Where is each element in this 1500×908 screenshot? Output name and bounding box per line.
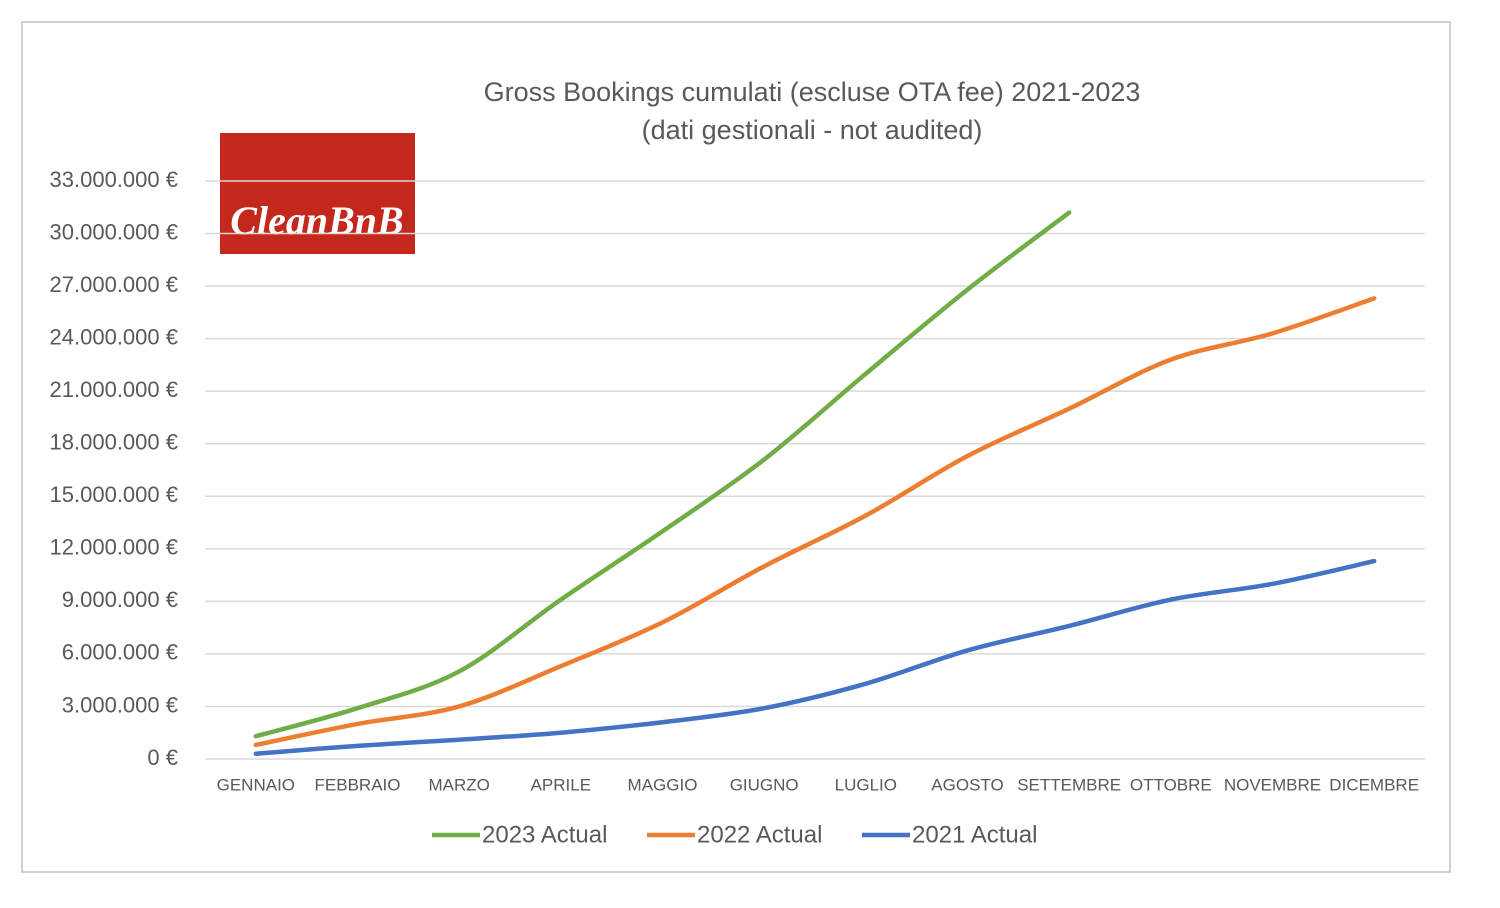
y-tick-label: 6.000.000 € xyxy=(62,640,178,665)
x-tick-label: GIUGNO xyxy=(730,775,799,794)
x-tick-label: NOVEMBRE xyxy=(1224,775,1321,794)
chart-subtitle: (dati gestionali - not audited) xyxy=(642,115,983,145)
x-tick-label: APRILE xyxy=(531,775,591,794)
legend-label: 2022 Actual xyxy=(697,821,822,848)
y-tick-label: 24.000.000 € xyxy=(50,324,178,349)
x-tick-label: OTTOBRE xyxy=(1130,775,1212,794)
x-tick-label: GENNAIO xyxy=(217,775,295,794)
series-line xyxy=(253,296,1377,748)
y-tick-label: 3.000.000 € xyxy=(62,692,178,717)
x-tick-label: LUGLIO xyxy=(835,775,897,794)
legend-label: 2023 Actual xyxy=(482,821,607,848)
series-line xyxy=(253,558,1377,756)
y-tick-label: 0 € xyxy=(147,745,178,770)
y-tick-label: 15.000.000 € xyxy=(50,482,178,507)
series-line xyxy=(253,210,1072,739)
y-tick-label: 18.000.000 € xyxy=(50,430,178,455)
y-tick-label: 33.000.000 € xyxy=(50,167,178,192)
x-tick-label: FEBBRAIO xyxy=(315,775,401,794)
y-tick-label: 9.000.000 € xyxy=(62,587,178,612)
y-tick-label: 21.000.000 € xyxy=(50,377,178,402)
y-tick-label: 27.000.000 € xyxy=(50,272,178,297)
x-tick-label: MARZO xyxy=(428,775,489,794)
x-tick-label: DICEMBRE xyxy=(1329,775,1419,794)
logo: CleanBnB xyxy=(230,198,403,243)
x-tick-label: MAGGIO xyxy=(628,775,698,794)
x-tick-label: SETTEMBRE xyxy=(1017,775,1121,794)
y-tick-label: 12.000.000 € xyxy=(50,535,178,560)
x-tick-label: AGOSTO xyxy=(931,775,1003,794)
chart-title: Gross Bookings cumulati (escluse OTA fee… xyxy=(484,77,1141,107)
y-tick-label: 30.000.000 € xyxy=(50,219,178,244)
legend-label: 2021 Actual xyxy=(912,821,1037,848)
